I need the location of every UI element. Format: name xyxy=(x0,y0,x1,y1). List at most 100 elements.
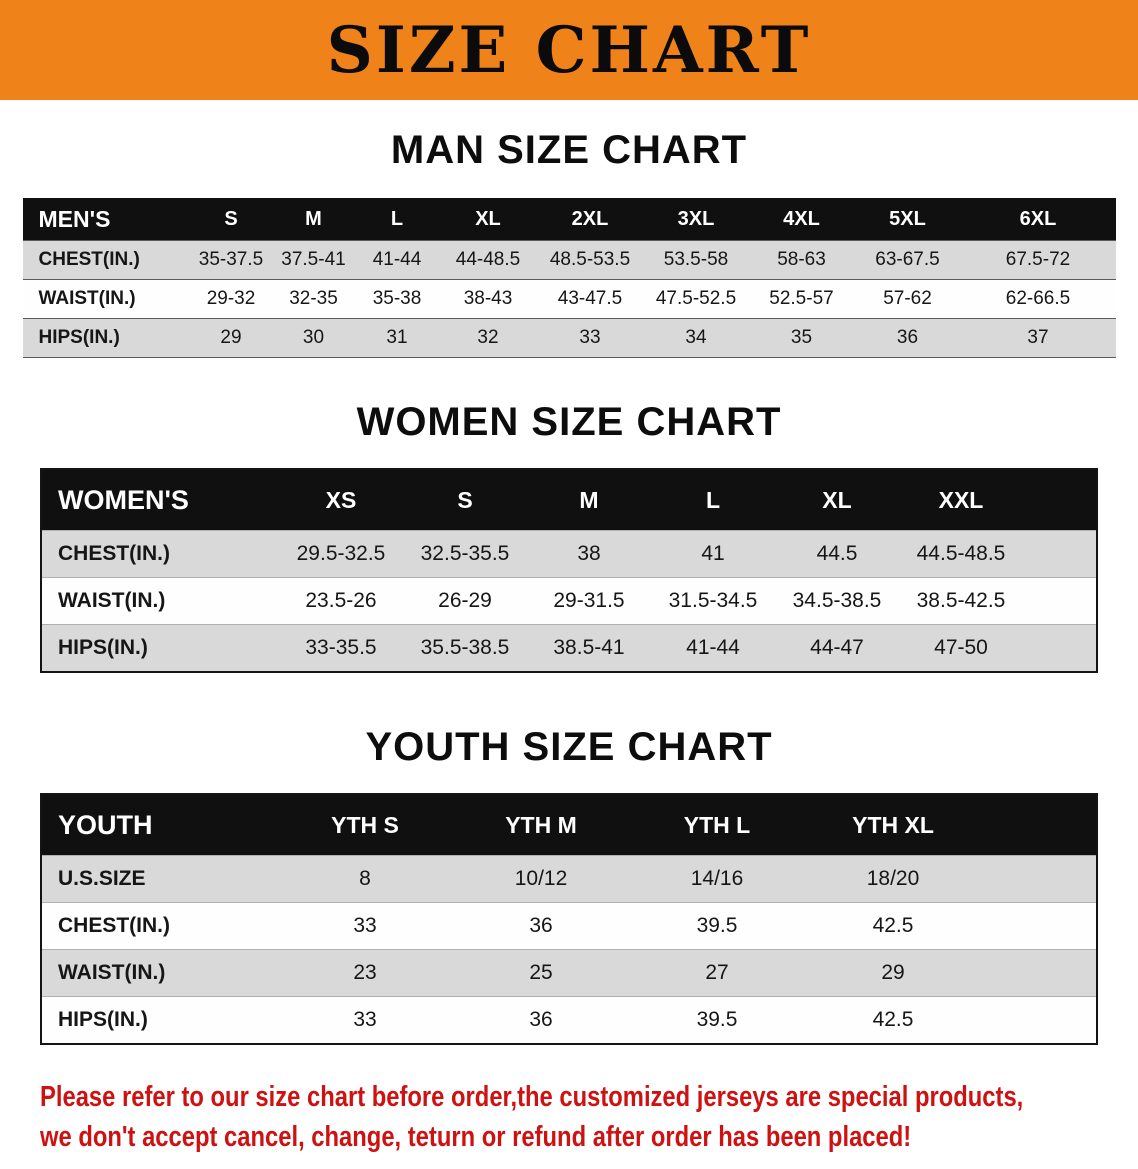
size-value: 39.5 xyxy=(629,902,805,950)
youth-section-heading: YOUTH SIZE CHART xyxy=(365,725,773,769)
size-value: 41 xyxy=(651,530,775,578)
size-value: 36 xyxy=(453,996,629,1044)
size-value: 27 xyxy=(629,949,805,997)
size-value: 39.5 xyxy=(629,996,805,1044)
size-value: 29 xyxy=(805,949,981,997)
size-value: 58-63 xyxy=(748,240,855,280)
men-size-table: MEN'S S M L XL 2XL 3XL 4XL 5XL 6XL CHEST(IN.) 35-37… xyxy=(22,198,1116,358)
size-value: 10/12 xyxy=(453,855,629,903)
size-value: 26-29 xyxy=(403,577,527,625)
row-label: CHEST(IN.) xyxy=(41,902,277,950)
column-header: S xyxy=(403,469,527,531)
row-label: U.S.SIZE xyxy=(41,855,277,903)
youth-size-section: YOUTH SIZE CHART YOUTH YTH S YTH M YTH L YTH… xyxy=(0,723,1138,1045)
size-chart-banner: SIZE CHART xyxy=(0,0,1138,100)
table-row: CHEST(IN.) 33 36 39.5 42.5 xyxy=(41,902,1097,950)
column-header: L xyxy=(354,198,440,241)
notice-line-2: we don't accept cancel, change, teturn o… xyxy=(40,1121,912,1153)
column-header: XS xyxy=(279,469,403,531)
size-value: 44-48.5 xyxy=(439,240,537,280)
women-size-table: WOMEN'S XS S M L XL XXL CHEST(IN.) 29.5-32.5 32.5… xyxy=(40,468,1098,673)
size-value: 63-67.5 xyxy=(854,240,961,280)
column-header: YTH XL xyxy=(805,794,981,856)
size-value: 14/16 xyxy=(629,855,805,903)
blank-cell xyxy=(981,902,1097,950)
table-row: HIPS(IN.) 33-35.5 35.5-38.5 38.5-41 41-44 44-… xyxy=(41,624,1097,672)
size-value: 33-35.5 xyxy=(279,624,403,672)
column-header: 6XL xyxy=(960,198,1116,241)
blank-cell xyxy=(981,794,1097,856)
size-value: 41-44 xyxy=(354,240,440,280)
column-header: 4XL xyxy=(748,198,855,241)
table-row: WAIST(IN.) 23 25 27 29 xyxy=(41,949,1097,997)
column-header: YTH L xyxy=(629,794,805,856)
row-label: WAIST(IN.) xyxy=(41,949,277,997)
column-header: YTH S xyxy=(277,794,453,856)
header-row: MEN'S S M L XL 2XL 3XL 4XL 5XL 6XL xyxy=(22,198,1116,241)
column-header: L xyxy=(651,469,775,531)
column-header: XXL xyxy=(899,469,1023,531)
row-label: HIPS(IN.) xyxy=(41,996,277,1044)
column-header: M xyxy=(272,198,355,241)
size-value: 33 xyxy=(277,996,453,1044)
column-header: XL xyxy=(439,198,537,241)
size-value: 53.5-58 xyxy=(643,240,749,280)
row-label: CHEST(IN.) xyxy=(41,530,279,578)
size-value: 32-35 xyxy=(272,279,355,319)
size-value: 25 xyxy=(453,949,629,997)
size-value: 30 xyxy=(272,318,355,358)
table-row: HIPS(IN.) 29 30 31 32 33 34 35 36 37 xyxy=(22,318,1116,358)
size-value: 29-31.5 xyxy=(527,577,651,625)
blank-cell xyxy=(981,996,1097,1044)
size-value: 44-47 xyxy=(775,624,899,672)
size-value: 41-44 xyxy=(651,624,775,672)
size-value: 42.5 xyxy=(805,996,981,1044)
order-notice: Please refer to our size chart before or… xyxy=(40,1077,1138,1157)
size-value: 44.5-48.5 xyxy=(899,530,1023,578)
women-section-heading: WOMEN SIZE CHART xyxy=(356,400,782,444)
size-value: 57-62 xyxy=(854,279,961,319)
size-value: 36 xyxy=(453,902,629,950)
size-value: 36 xyxy=(854,318,961,358)
size-value: 47-50 xyxy=(899,624,1023,672)
size-value: 38.5-41 xyxy=(527,624,651,672)
size-value: 8 xyxy=(277,855,453,903)
size-value: 38.5-42.5 xyxy=(899,577,1023,625)
size-value: 33 xyxy=(536,318,644,358)
table-row: CHEST(IN.) 29.5-32.5 32.5-35.5 38 41 44.5 44.5… xyxy=(41,530,1097,578)
size-value: 31.5-34.5 xyxy=(651,577,775,625)
youth-size-table: YOUTH YTH S YTH M YTH L YTH XL U.S.SIZE 8 10/12… xyxy=(40,793,1098,1045)
notice-line-1: Please refer to our size chart before or… xyxy=(40,1081,1024,1113)
size-value: 67.5-72 xyxy=(960,240,1116,280)
table-title-cell: WOMEN'S xyxy=(41,469,279,531)
table-row: WAIST(IN.) 23.5-26 26-29 29-31.5 31.5-34.5 34… xyxy=(41,577,1097,625)
size-value: 32.5-35.5 xyxy=(403,530,527,578)
size-value: 62-66.5 xyxy=(960,279,1116,319)
column-header: M xyxy=(527,469,651,531)
page-title: SIZE CHART xyxy=(326,12,812,88)
row-label: CHEST(IN.) xyxy=(22,240,190,280)
size-value: 42.5 xyxy=(805,902,981,950)
blank-cell xyxy=(1023,530,1097,578)
row-label: WAIST(IN.) xyxy=(41,577,279,625)
blank-cell xyxy=(981,949,1097,997)
size-value: 34.5-38.5 xyxy=(775,577,899,625)
table-title-cell: MEN'S xyxy=(22,198,190,241)
column-header: 5XL xyxy=(854,198,961,241)
size-value: 31 xyxy=(354,318,440,358)
blank-cell xyxy=(1023,577,1097,625)
size-value: 37.5-41 xyxy=(272,240,355,280)
size-value: 35 xyxy=(748,318,855,358)
size-value: 47.5-52.5 xyxy=(643,279,749,319)
size-value: 29 xyxy=(189,318,273,358)
size-value: 32 xyxy=(439,318,537,358)
size-value: 18/20 xyxy=(805,855,981,903)
column-header: YTH M xyxy=(453,794,629,856)
women-size-section: WOMEN SIZE CHART WOMEN'S XS S M L XL XXL CHEST(… xyxy=(0,398,1138,673)
size-value: 35-38 xyxy=(354,279,440,319)
size-value: 48.5-53.5 xyxy=(536,240,644,280)
size-value: 33 xyxy=(277,902,453,950)
men-size-section: MAN SIZE CHART MEN'S S M L XL 2XL 3XL 4XL 5XL 6XL… xyxy=(0,126,1138,358)
size-value: 34 xyxy=(643,318,749,358)
row-label: WAIST(IN.) xyxy=(22,279,190,319)
